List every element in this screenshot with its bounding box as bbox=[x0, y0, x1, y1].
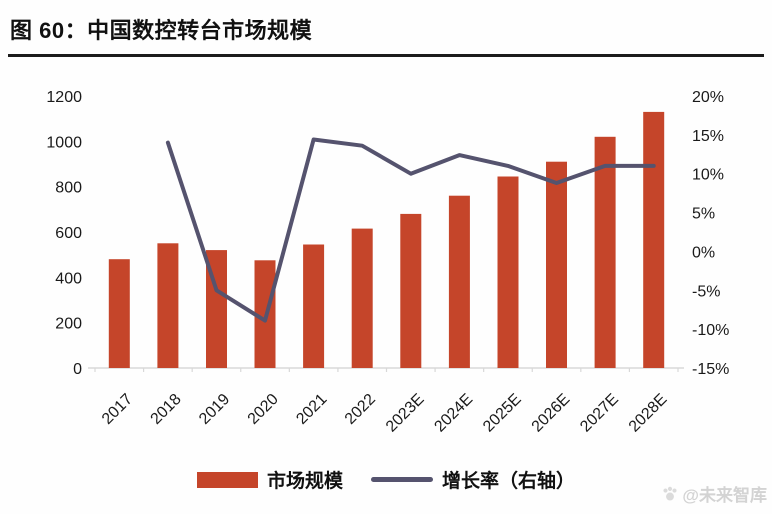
right-axis-tick-label: 20% bbox=[692, 89, 724, 106]
x-axis-label-2017: 2017 bbox=[99, 391, 136, 428]
bar-series-swatch bbox=[196, 471, 258, 488]
bar-2026E bbox=[546, 161, 567, 368]
x-axis-label-2018: 2018 bbox=[148, 391, 185, 428]
market-size-chart: 0 200 400 600 800 1000 1200 -15% -10% -5% 0% 5% 10% 1… bbox=[46, 89, 729, 436]
bar-2024E bbox=[448, 195, 470, 368]
right-axis-tick-label: 15% bbox=[692, 128, 724, 145]
bar-2027E bbox=[594, 136, 616, 368]
x-axis-label-2025E: 2025E bbox=[480, 391, 525, 436]
bar-2023E bbox=[400, 213, 422, 368]
left-axis-tick-label: 400 bbox=[55, 270, 82, 287]
figure-title: 图 60：中国数控转台市场规模 bbox=[10, 18, 313, 43]
bar-2025E bbox=[497, 176, 519, 368]
left-axis-tick-label: 1200 bbox=[46, 89, 82, 106]
right-axis-tick-label: 5% bbox=[692, 206, 715, 223]
right-axis-tick-label: -10% bbox=[692, 322, 729, 339]
left-axis-tick-label: 200 bbox=[55, 316, 82, 333]
x-axis-label-2026E: 2026E bbox=[529, 391, 574, 436]
bar-2017 bbox=[108, 259, 130, 368]
watermark-logo-icon bbox=[663, 486, 677, 500]
x-axis-label-2027E: 2027E bbox=[577, 391, 622, 436]
left-axis-tick-label: 0 bbox=[73, 361, 82, 378]
bar-2018 bbox=[157, 243, 179, 368]
x-axis-label-2021: 2021 bbox=[293, 391, 330, 428]
x-axis-label-2024E: 2024E bbox=[431, 391, 476, 436]
bar-2022 bbox=[351, 228, 373, 368]
left-axis-tick-label: 800 bbox=[55, 180, 82, 197]
bar-2028E bbox=[643, 111, 665, 369]
chart-legend: 市场规模 增长率（右轴） bbox=[0, 466, 772, 493]
legend-label-growth-rate: 增长率（右轴） bbox=[442, 471, 576, 492]
legend-item-market-size: 市场规模 bbox=[196, 466, 343, 493]
line-series-swatch bbox=[371, 477, 433, 482]
x-axis-label-2019: 2019 bbox=[196, 391, 233, 428]
left-axis-tick-label: 600 bbox=[55, 225, 82, 242]
x-axis-label-2022: 2022 bbox=[342, 391, 379, 428]
legend-label-market-size: 市场规模 bbox=[266, 471, 343, 492]
right-axis-tick-label: 10% bbox=[692, 167, 724, 184]
legend-item-growth-rate: 增长率（右轴） bbox=[371, 466, 575, 493]
x-axis-label-2020: 2020 bbox=[245, 391, 282, 428]
title-divider bbox=[8, 54, 764, 57]
left-axis-tick-label: 1000 bbox=[46, 134, 82, 151]
x-axis-label-2023E: 2023E bbox=[383, 391, 428, 436]
watermark-text: @未来智库 bbox=[682, 486, 767, 505]
x-axis-label-2028E: 2028E bbox=[626, 391, 671, 436]
right-axis-tick-label: -15% bbox=[692, 361, 729, 378]
right-axis-tick-label: 0% bbox=[692, 244, 715, 261]
bar-2021 bbox=[303, 244, 325, 368]
growth-rate-line bbox=[165, 137, 656, 323]
right-axis-tick-label: -5% bbox=[692, 283, 720, 300]
watermark: @未来智库 bbox=[661, 481, 767, 506]
